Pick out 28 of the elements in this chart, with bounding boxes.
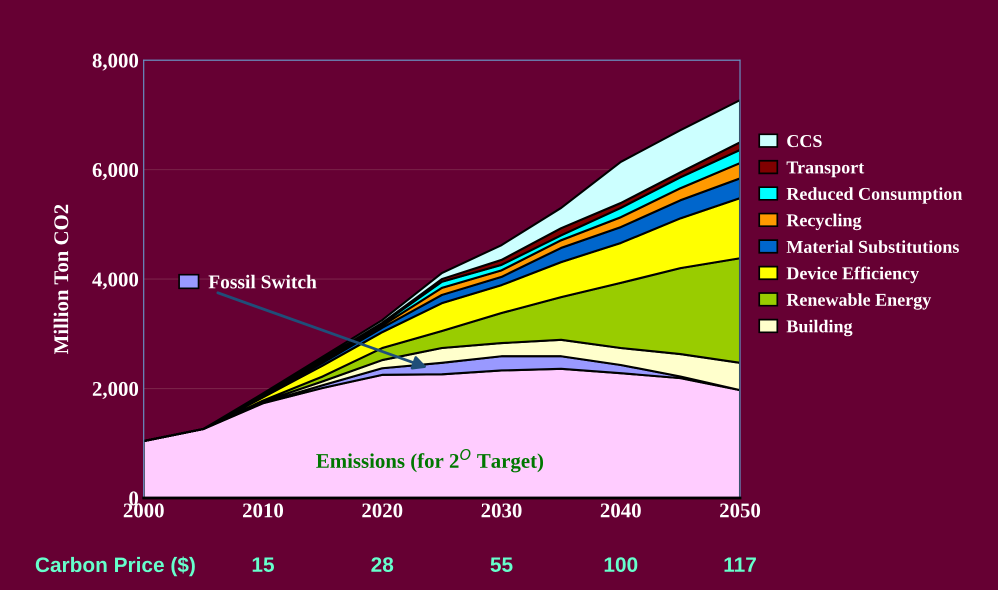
text: 55 xyxy=(490,557,512,572)
x-tick-label: 2030 xyxy=(482,503,522,518)
y-tick-label: 8,000 xyxy=(92,54,138,71)
x-tick-label: 2020 xyxy=(362,503,402,518)
legend-label: Renewable Energy xyxy=(786,293,932,310)
x-tick-label: 2050 xyxy=(720,503,760,518)
series-label: Emissions (for 2$^{O}$ Target) xyxy=(316,448,544,472)
x-tick-label: 2040 xyxy=(600,503,641,518)
legend-label: Fossil Switch xyxy=(208,274,317,288)
text: 117 xyxy=(724,557,756,572)
legend-label: Recycling xyxy=(786,214,862,230)
text: 15 xyxy=(252,557,274,572)
x-tick-label: 2010 xyxy=(243,503,284,518)
legend-label: Building xyxy=(786,320,852,336)
text: Carbon Price ($) xyxy=(36,556,195,576)
legend-label: Material Substitutions xyxy=(786,240,959,253)
y-axis-title: Million Ton CO2 xyxy=(54,204,68,354)
text: 28 xyxy=(371,557,394,572)
y-tick-label: 2,000 xyxy=(92,382,138,399)
legend-label: Reduced Consumption xyxy=(786,187,962,204)
y-tick-label: 0 xyxy=(129,491,138,506)
y-tick-label: 4,000 xyxy=(92,272,138,290)
legend-label: Transport xyxy=(786,162,864,178)
legend-label: Device Efficiency xyxy=(786,266,920,284)
text: 100 xyxy=(604,557,638,572)
x-tick-label: 2000 xyxy=(124,503,164,518)
y-tick-label: 6,000 xyxy=(92,163,138,180)
legend-label: CCS xyxy=(787,135,822,148)
